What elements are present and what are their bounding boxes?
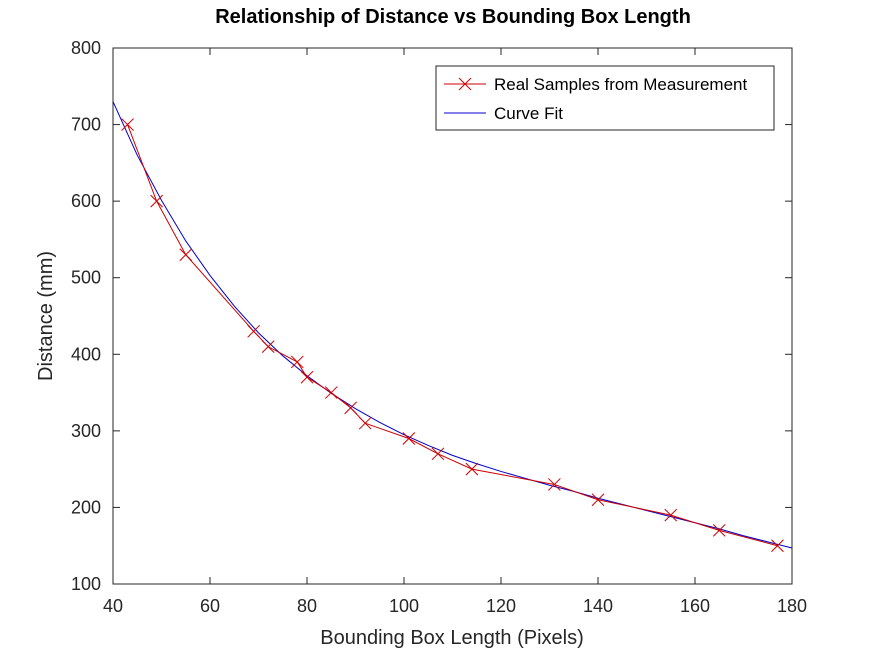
data-point xyxy=(547,478,561,491)
y-tick-label: 300 xyxy=(71,421,101,441)
x-tick-label: 100 xyxy=(389,596,419,616)
y-tick-label: 100 xyxy=(71,574,101,594)
y-tick-label: 200 xyxy=(71,497,101,517)
y-tick-label: 500 xyxy=(71,268,101,288)
data-point xyxy=(150,194,164,208)
data-point xyxy=(247,324,261,338)
data-point xyxy=(344,401,358,415)
y-axis: 100 200 300 400 500 600 700 800 xyxy=(71,38,792,594)
x-axis: 40 60 80 100 120 140 160 180 xyxy=(103,48,807,616)
plot-area xyxy=(112,47,793,585)
data-point xyxy=(290,355,304,369)
y-tick-label: 600 xyxy=(71,191,101,211)
x-tick-label: 60 xyxy=(200,596,220,616)
legend-marker-samples xyxy=(458,77,472,91)
legend-x-marker xyxy=(458,77,472,91)
data-point xyxy=(465,462,479,476)
data-point xyxy=(324,386,338,399)
x-tick-label: 160 xyxy=(680,596,710,616)
legend-label-samples: Real Samples from Measurement xyxy=(494,75,747,94)
legend: Real Samples from Measurement Curve Fit xyxy=(435,65,775,131)
data-point xyxy=(664,508,678,522)
y-tick-label: 700 xyxy=(71,115,101,135)
legend-label-fit: Curve Fit xyxy=(494,104,563,123)
data-point xyxy=(771,539,784,553)
y-tick-label: 400 xyxy=(71,344,101,364)
x-tick-label: 140 xyxy=(583,596,613,616)
series-line-curve-fit xyxy=(112,101,793,549)
data-point xyxy=(121,118,134,131)
series-layer xyxy=(112,101,793,553)
chart-title: Relationship of Distance vs Bounding Box… xyxy=(215,6,691,28)
y-tick-label: 800 xyxy=(71,38,101,58)
x-tick-label: 80 xyxy=(297,596,317,616)
x-tick-label: 180 xyxy=(777,596,807,616)
data-point xyxy=(591,493,605,507)
data-point xyxy=(358,416,372,430)
y-axis-label: Distance (mm) xyxy=(35,251,57,381)
data-point xyxy=(712,524,726,537)
series-line-samples xyxy=(127,124,778,547)
data-point xyxy=(261,340,275,353)
data-point xyxy=(179,248,193,262)
data-point xyxy=(431,447,445,461)
data-point xyxy=(402,432,416,445)
data-point xyxy=(300,370,314,384)
x-tick-label: 40 xyxy=(103,596,123,616)
x-tick-label: 120 xyxy=(486,596,516,616)
x-axis-label: Bounding Box Length (Pixels) xyxy=(320,627,584,649)
legend-box xyxy=(435,65,775,131)
